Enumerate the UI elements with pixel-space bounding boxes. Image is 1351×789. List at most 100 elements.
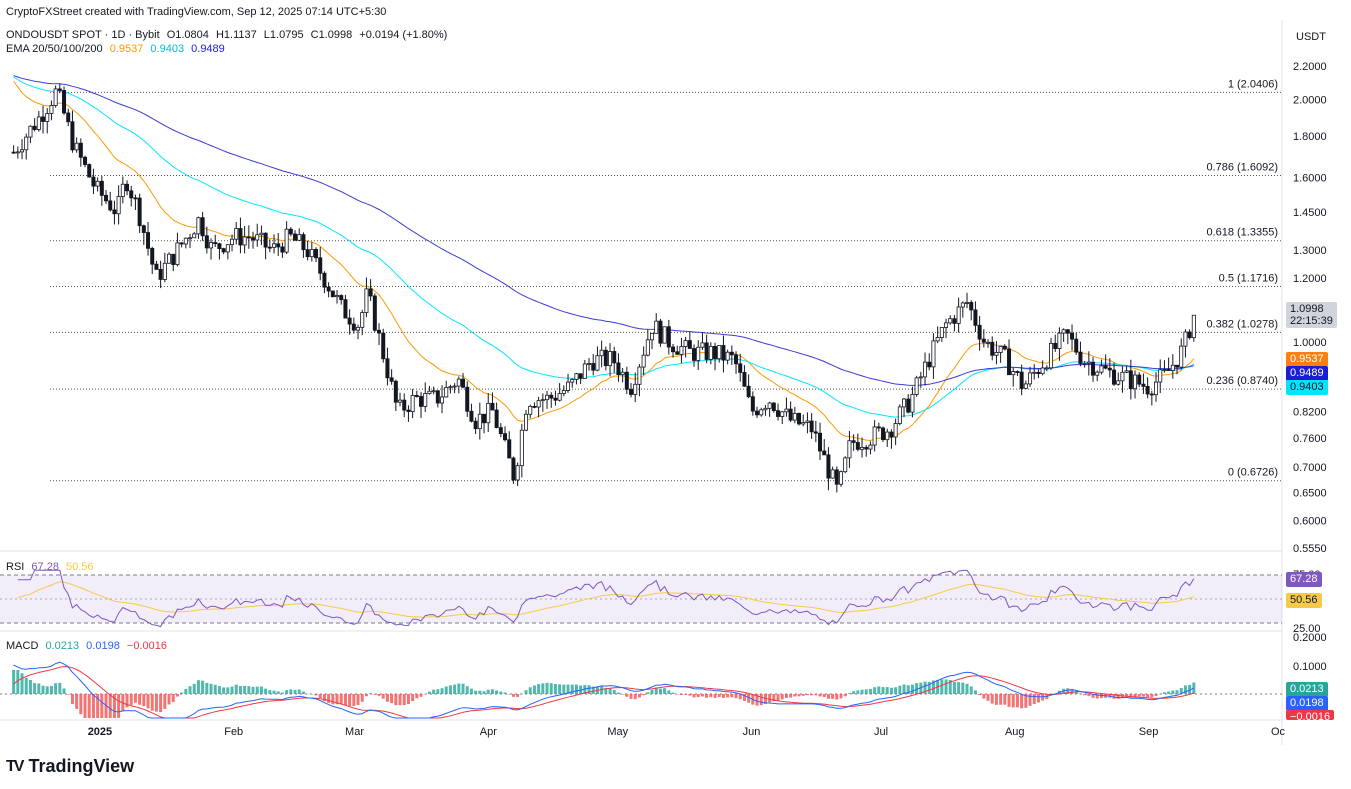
macd-tag: 0.0213: [1286, 682, 1328, 697]
candle-body: [767, 402, 772, 409]
macd-hist-bar: [709, 694, 713, 698]
macd-hist-bar: [873, 687, 877, 694]
candle-body: [939, 327, 944, 338]
macd-hist-bar: [944, 679, 948, 694]
tradingview-logo[interactable]: TV TradingView: [6, 756, 134, 777]
time-tick-label: Sep: [1139, 726, 1159, 738]
macd-hist-bar: [70, 694, 74, 705]
macd-hist-bar: [133, 694, 137, 703]
fib-label: 0.236 (0.8740): [1206, 375, 1278, 387]
macd-hist-bar: [247, 686, 251, 694]
macd-hist-bar: [146, 694, 150, 709]
candle-body: [70, 121, 75, 151]
candle-body: [952, 318, 957, 324]
candle-body: [339, 295, 344, 301]
macd-hist-bar: [28, 680, 32, 694]
macd-hist-bar: [339, 694, 343, 705]
candle-body: [141, 225, 146, 233]
macd-hist-bar: [688, 694, 692, 696]
ema100-value: 0.9489: [191, 43, 225, 55]
macd-hist-bar: [62, 688, 66, 694]
candle-body: [1158, 369, 1163, 383]
candle-body: [498, 427, 503, 434]
macd-hist-bar: [1167, 691, 1171, 694]
candle-body: [658, 320, 663, 344]
candle-body: [700, 342, 705, 348]
candle-body: [1149, 393, 1154, 396]
currency-label: USDT: [1296, 31, 1326, 43]
candle-body: [1053, 342, 1058, 349]
macd-hist-bar: [398, 694, 402, 706]
macd-hist-bar: [394, 694, 398, 706]
candle-body: [570, 379, 575, 383]
price-tick-label: 0.6000: [1293, 516, 1327, 528]
macd-hist-bar: [860, 689, 864, 694]
macd-hist-bar: [402, 694, 406, 706]
macd-hist-bar: [159, 694, 163, 713]
rsi-legend: RSI 67.28 50.56: [6, 561, 98, 573]
macd-hist-bar: [952, 681, 956, 694]
macd-hist-bar: [910, 684, 914, 694]
candle-body: [1183, 331, 1188, 347]
macd-hist-bar: [923, 681, 927, 694]
candle-body: [419, 396, 424, 407]
candle-body: [116, 196, 121, 215]
candle-body: [1112, 369, 1117, 385]
macd-hist-bar: [1087, 694, 1091, 697]
candle-body: [293, 233, 298, 241]
macd-hist-bar: [1036, 694, 1040, 703]
candle-body: [897, 406, 902, 424]
candle-body: [406, 409, 411, 412]
candle-body: [74, 142, 79, 151]
candle-body: [540, 399, 545, 402]
macd-hist-bar: [364, 694, 368, 697]
macd-hist-bar: [692, 694, 696, 698]
candle-body: [490, 402, 495, 411]
candle-body: [452, 385, 457, 388]
macd-hist-bar: [474, 690, 478, 694]
candle-body: [637, 366, 642, 385]
candle-body: [679, 346, 684, 355]
fib-label: 0 (0.6726): [1228, 467, 1278, 479]
macd-hist-bar: [457, 683, 461, 694]
macd-hist-bar: [129, 694, 133, 705]
rsi-line: [17, 569, 1195, 628]
macd-hist-bar: [1116, 694, 1120, 699]
macd-hist-bar: [973, 690, 977, 694]
candle-body: [876, 426, 881, 429]
macd-hist-bar: [1179, 688, 1183, 694]
macd-hist-bar: [465, 686, 469, 694]
macd-hist-bar: [931, 680, 935, 694]
candle-body: [944, 322, 949, 328]
macd-hist-bar: [205, 682, 209, 694]
candle-body: [582, 363, 587, 379]
candle-body: [805, 420, 810, 423]
candle-body: [503, 433, 508, 441]
candle-body: [108, 200, 113, 211]
candle-body: [1057, 332, 1062, 349]
candle-body: [1095, 371, 1100, 376]
time-tick-label: May: [607, 726, 628, 738]
candle-body: [587, 363, 592, 365]
rsi-tick-label: 25.00: [1293, 623, 1321, 635]
candle-body: [78, 142, 83, 158]
macd-hist-bar: [566, 684, 570, 694]
candle-body: [822, 450, 827, 456]
candle-body: [28, 125, 33, 138]
macd-hist-bar: [616, 692, 620, 694]
macd-hist-bar: [217, 686, 221, 694]
macd-hist-bar: [301, 691, 305, 694]
macd-hist-bar: [196, 680, 200, 694]
time-tick-label: Apr: [480, 726, 497, 738]
macd-hist-bar: [1158, 693, 1162, 695]
candle-body: [263, 232, 268, 248]
candle-body: [528, 405, 533, 415]
macd-hist-bar: [948, 680, 952, 694]
candle-body: [427, 390, 432, 394]
macd-hist-bar: [1112, 694, 1116, 699]
candle-body: [326, 286, 331, 292]
macd-hist-bar: [885, 687, 889, 694]
macd-hist-bar: [1188, 684, 1192, 694]
macd-hist-bar: [898, 685, 902, 694]
